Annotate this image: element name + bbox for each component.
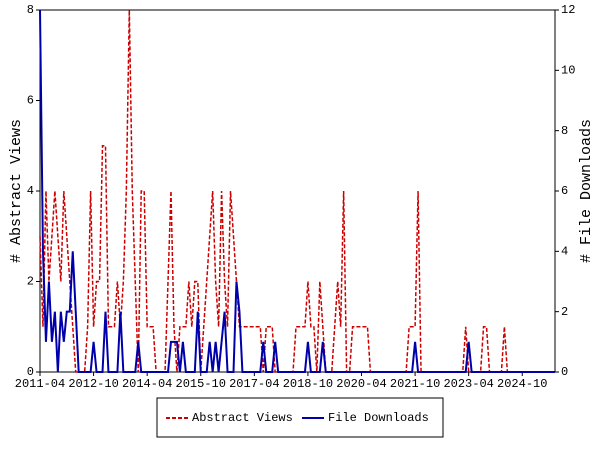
plot-frame bbox=[39, 9, 556, 373]
y2-tick-label: 12 bbox=[561, 3, 575, 17]
x-tick-label: 2023-04 bbox=[443, 377, 493, 391]
y2-tick-label: 2 bbox=[561, 305, 568, 319]
legend-label: File Downloads bbox=[328, 411, 429, 425]
x-tick-label: 2014-04 bbox=[122, 377, 172, 391]
y-tick-label: 6 bbox=[27, 94, 34, 108]
legend-label: Abstract Views bbox=[192, 411, 293, 425]
y-axis-title: # Abstract Views bbox=[8, 119, 25, 263]
y2-tick-label: 4 bbox=[561, 245, 568, 259]
y-tick-label: 4 bbox=[27, 184, 34, 198]
y-tick-label: 0 bbox=[27, 365, 34, 379]
y-tick-label: 2 bbox=[27, 275, 34, 289]
y2-axis-title: # File Downloads bbox=[578, 119, 595, 263]
y-tick-label: 8 bbox=[27, 3, 34, 17]
x-tick-label: 2021-10 bbox=[390, 377, 440, 391]
series-line bbox=[39, 9, 555, 373]
x-tick-label: 2024-10 bbox=[497, 377, 547, 391]
series-line bbox=[39, 9, 555, 373]
x-tick-label: 2012-10 bbox=[68, 377, 118, 391]
x-tick-label: 2018-10 bbox=[283, 377, 333, 391]
x-tick-label: 2017-04 bbox=[229, 377, 279, 391]
legend-box bbox=[156, 397, 444, 438]
x-tick-label: 2015-10 bbox=[176, 377, 226, 391]
y2-tick-label: 10 bbox=[561, 64, 575, 78]
x-tick-label: 2011-04 bbox=[15, 377, 65, 391]
y2-tick-label: 6 bbox=[561, 184, 568, 198]
y2-tick-label: 0 bbox=[561, 365, 568, 379]
x-tick-label: 2020-04 bbox=[336, 377, 386, 391]
y2-tick-label: 8 bbox=[561, 124, 568, 138]
